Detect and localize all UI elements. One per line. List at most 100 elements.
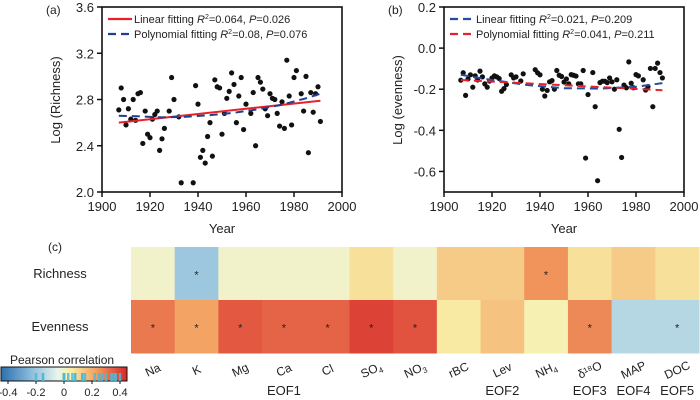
- heatmap-cell: [567, 247, 613, 301]
- colorbar-histogram-bar: [62, 373, 66, 381]
- heatmap-cell: [436, 300, 482, 354]
- colorbar-tick-label: 0.4: [112, 387, 127, 399]
- data-point: [190, 180, 196, 186]
- significance-star: *: [544, 270, 549, 282]
- data-point: [628, 80, 634, 86]
- heatmap-cell: [262, 300, 307, 354]
- colorbar-histogram-bar: [34, 373, 38, 381]
- colorbar-tick-label: -0.4: [0, 387, 17, 399]
- data-point: [279, 99, 285, 105]
- heatmap-cell: [131, 247, 176, 301]
- significance-star: *: [238, 323, 243, 335]
- heatmap-cell: [305, 300, 350, 354]
- data-point: [650, 104, 656, 110]
- data-point: [549, 77, 555, 84]
- column-label: NO3: [402, 359, 430, 383]
- colorbar-histogram-bar: [104, 373, 108, 381]
- data-point: [607, 75, 613, 81]
- heatmap-cell: [349, 300, 394, 354]
- group-label: EOF2: [485, 383, 519, 398]
- significance-star: *: [194, 323, 199, 335]
- column-label: Cl: [320, 361, 336, 378]
- significance-star: *: [282, 323, 287, 335]
- significance-star: *: [675, 323, 680, 335]
- heatmap-cell: [524, 300, 569, 354]
- data-point: [236, 93, 242, 99]
- column-label: Lev: [491, 360, 514, 381]
- x-tick-label: 1920: [478, 199, 507, 214]
- significance-star: *: [369, 323, 374, 335]
- x-tick-label: 1980: [280, 199, 309, 214]
- data-point: [659, 75, 666, 81]
- data-point: [289, 122, 295, 128]
- data-point: [118, 85, 124, 91]
- data-point: [559, 73, 565, 80]
- y-tick-label: 3.6: [76, 0, 94, 15]
- significance-star: *: [413, 323, 418, 335]
- fit-lines-a: [118, 92, 321, 124]
- column-label: Ca: [274, 360, 294, 379]
- data-point: [496, 75, 502, 82]
- data-point: [595, 178, 601, 184]
- data-point: [267, 91, 273, 97]
- data-point: [293, 67, 299, 74]
- colorbar: Pearson correlation -0.4 -0.2 0 0.2 0.4: [0, 353, 128, 399]
- data-point: [248, 110, 254, 116]
- data-point: [140, 140, 146, 147]
- data-point: [604, 80, 610, 86]
- row-label-evenness: Evenness: [31, 319, 89, 334]
- colorbar-histogram-bar: [114, 373, 117, 381]
- colorbar-histogram-bar: [110, 373, 113, 381]
- data-point: [171, 96, 177, 103]
- data-point: [159, 136, 165, 142]
- column-label: rBC: [446, 359, 471, 381]
- data-point: [197, 154, 203, 160]
- fit-lines-b: [460, 73, 663, 92]
- data-point: [121, 96, 127, 103]
- data-point: [583, 155, 589, 161]
- heatmap-cell: [436, 247, 482, 301]
- group-label: EOF1: [267, 383, 301, 398]
- data-point: [585, 91, 591, 98]
- y-tick-label: 2.4: [76, 139, 94, 154]
- heatmap-cell: [218, 247, 263, 301]
- data-point: [116, 107, 122, 113]
- data-point: [308, 89, 314, 96]
- group-label: EOF5: [660, 383, 694, 398]
- y-tick-label: 0.0: [418, 41, 436, 56]
- heatmap-cell: [393, 247, 438, 301]
- data-point: [657, 69, 663, 76]
- data-point: [463, 92, 469, 98]
- x-tick-label: 1900: [88, 199, 117, 214]
- y-axis-label-a: Log (Richness): [48, 56, 63, 143]
- data-point: [209, 153, 215, 159]
- heatmap-cell: [349, 247, 394, 301]
- heatmap-cell: [174, 300, 219, 354]
- data-point: [635, 73, 642, 79]
- significance-star: *: [588, 323, 593, 335]
- linear-fit-line: [460, 73, 663, 90]
- significance-star: *: [194, 270, 199, 282]
- data-point: [193, 83, 199, 89]
- data-point: [592, 104, 598, 110]
- polynomial-fit-line: [118, 92, 321, 119]
- heatmap-cell: [655, 300, 700, 354]
- data-point: [315, 84, 321, 90]
- data-point: [537, 72, 543, 78]
- heatmap-cell: [567, 300, 613, 354]
- heatmap-cell: [480, 247, 525, 301]
- legend-a: Linear fitting R2=0.064, P=0.026 Polynom…: [108, 14, 307, 41]
- data-point: [563, 76, 570, 82]
- data-point: [274, 110, 280, 116]
- x-axis-label-a: Year: [209, 221, 236, 236]
- legend-b-poly-text: Polynomial fitting R2=0.041, P=0.211: [476, 29, 655, 41]
- data-point: [467, 72, 473, 78]
- column-label: DOC: [662, 358, 692, 382]
- colorbar-histogram-bar: [81, 373, 84, 381]
- data-point: [301, 108, 307, 114]
- data-point: [513, 74, 519, 80]
- data-point: [573, 73, 579, 79]
- data-point: [137, 89, 143, 96]
- data-point: [243, 101, 249, 107]
- heatmap-cell: [305, 247, 350, 301]
